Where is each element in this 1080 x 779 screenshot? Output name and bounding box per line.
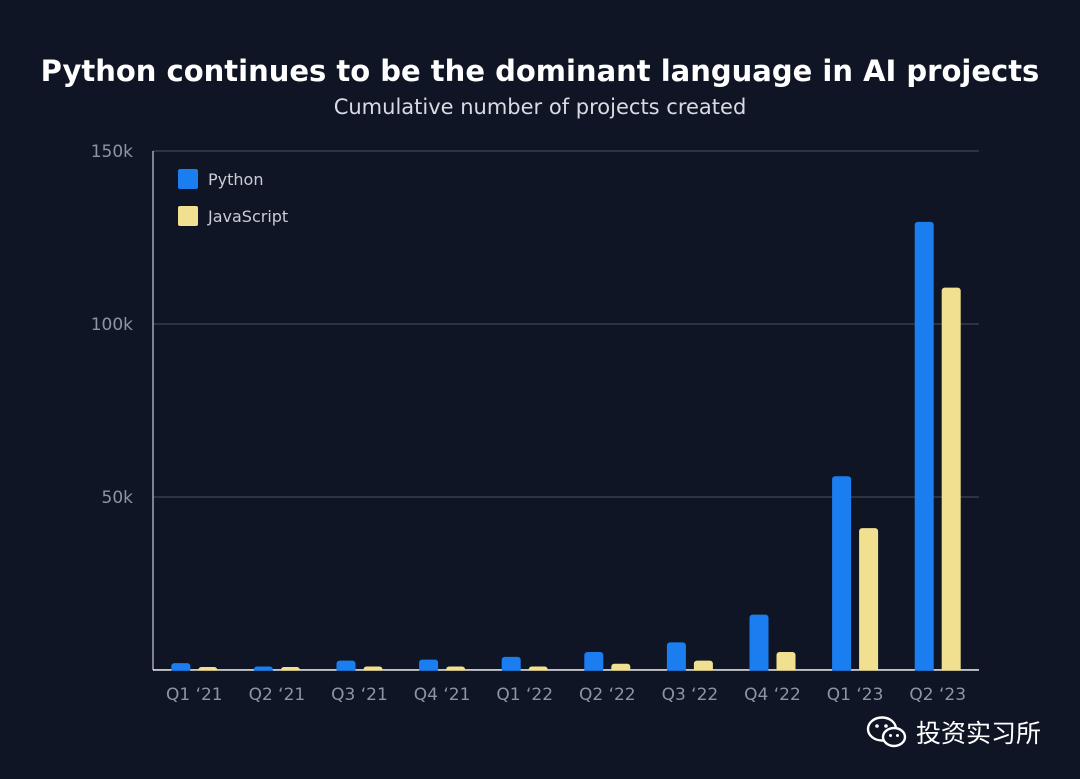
x-tick-label: Q2 ‘22 (579, 685, 636, 705)
x-tick-label: Q4 ‘22 (744, 685, 801, 705)
y-tick-label: 100k (91, 315, 133, 335)
bar-python-7 (749, 614, 769, 673)
x-tick-label: Q1 ‘22 (496, 685, 553, 705)
x-tick-label: Q1 ‘23 (827, 685, 884, 705)
bar-python-9 (914, 221, 934, 673)
bar-javascript-9 (941, 287, 961, 673)
watermark-text: 投资实习所 (916, 719, 1042, 748)
y-tick-label: 150k (91, 142, 133, 162)
x-tick-label: Q3 ‘21 (331, 685, 388, 705)
bar-python-8 (832, 476, 852, 673)
watermark: 投资实习所 (866, 712, 1041, 752)
x-tick-label: Q2 ‘21 (249, 685, 306, 705)
x-tick-label: Q2 ‘23 (909, 685, 966, 705)
bar-javascript-7 (776, 652, 796, 673)
bar-python-3 (419, 659, 439, 673)
legend-swatch (178, 169, 198, 189)
chart-subtitle: Cumulative number of projects created (333, 95, 747, 119)
bar-javascript-6 (693, 660, 713, 673)
chart-title: Python continues to be the dominant lang… (40, 54, 1040, 88)
bar-python-4 (501, 656, 521, 673)
axis-mask (154, 670, 980, 675)
x-tick-label: Q1 ‘21 (166, 685, 223, 705)
bar-javascript-5 (611, 663, 631, 673)
bar-python-2 (336, 660, 356, 673)
x-tick-label: Q4 ‘21 (414, 685, 471, 705)
bar-python-5 (584, 652, 604, 673)
legend-label: JavaScript (207, 207, 288, 226)
bar-python-6 (666, 642, 686, 673)
bar-python-0 (171, 663, 191, 673)
legend-label: Python (208, 170, 263, 189)
y-tick-label: 50k (102, 488, 134, 508)
x-tick-label: Q3 ‘22 (662, 685, 719, 705)
legend-swatch (178, 206, 198, 226)
bar-javascript-8 (859, 528, 879, 673)
wechat-icon (866, 716, 907, 748)
